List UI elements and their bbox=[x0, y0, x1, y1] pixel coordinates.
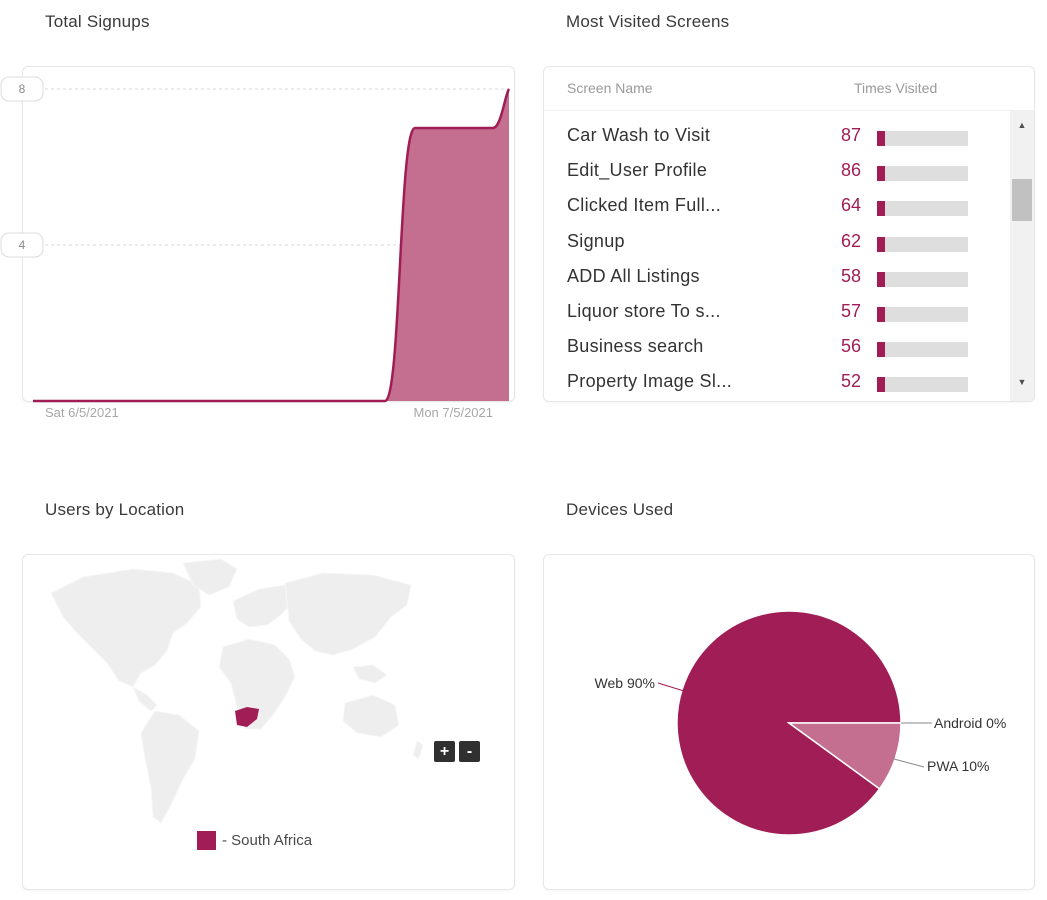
table-row[interactable]: Clicked Item Full... 64 bbox=[544, 189, 1009, 224]
x-tick-label: Mon 7/5/2021 bbox=[413, 405, 493, 420]
visit-bar-track bbox=[877, 236, 968, 252]
visit-count: 62 bbox=[840, 230, 861, 251]
visit-bar-fill bbox=[877, 307, 885, 322]
visit-count: 56 bbox=[840, 336, 861, 357]
table-row[interactable]: Car Wash to Visit 87 bbox=[544, 119, 1009, 154]
pie-leader-line bbox=[657, 682, 685, 692]
location-map-card: + - - South Africa bbox=[22, 554, 515, 890]
column-header-times-visited[interactable]: Times Visited bbox=[854, 80, 938, 96]
visit-bar-fill bbox=[877, 236, 885, 252]
visit-count: 57 bbox=[840, 301, 861, 321]
scroll-down-arrow-icon[interactable]: ▼ bbox=[1017, 377, 1027, 387]
y-tick-label: 4 bbox=[19, 238, 26, 252]
screens-title: Most Visited Screens bbox=[566, 12, 730, 31]
visit-bar-fill bbox=[877, 201, 885, 217]
visit-bar-fill bbox=[877, 342, 885, 358]
visit-bar-track bbox=[877, 377, 968, 393]
signups-title: Total Signups bbox=[45, 12, 150, 31]
pie-label-android: Android 0% bbox=[934, 715, 1006, 731]
column-header-screen-name[interactable]: Screen Name bbox=[567, 80, 653, 96]
screen-name: Liquor store To s... bbox=[567, 301, 721, 321]
visit-bar-fill bbox=[877, 377, 885, 393]
pie-leader-line bbox=[893, 758, 925, 768]
zoom-in-button[interactable]: + bbox=[434, 741, 455, 762]
x-tick-label: Sat 6/5/2021 bbox=[45, 405, 119, 420]
map-region-australia[interactable] bbox=[342, 694, 400, 738]
signups-line bbox=[33, 88, 511, 403]
devices-pie-chart: Web 90% PWA 10% Android 0% bbox=[595, 610, 1006, 836]
visit-bar-fill bbox=[877, 131, 885, 146]
map-region-new-zealand[interactable] bbox=[412, 740, 424, 760]
scroll-thumb[interactable] bbox=[1012, 179, 1032, 221]
table-scrollbar[interactable]: ▲ ▼ bbox=[1010, 111, 1034, 401]
screen-name: Edit_User Profile bbox=[567, 160, 708, 181]
y-tick-box bbox=[0, 232, 44, 258]
visit-bar-track bbox=[877, 342, 968, 358]
y-tick-box bbox=[0, 76, 44, 102]
table-row[interactable]: Edit_User Profile 86 bbox=[544, 154, 1009, 189]
signups-chart-card: 8 4 Sat 6/5/2021 Mon 7/5/2021 bbox=[0, 66, 515, 420]
table-row[interactable]: Signup 62 bbox=[544, 225, 1009, 260]
map-region-south-america[interactable] bbox=[140, 710, 200, 824]
y-tick-label: 8 bbox=[19, 82, 26, 96]
map-region-greenland[interactable] bbox=[182, 558, 238, 596]
map-region-asia[interactable] bbox=[284, 572, 412, 656]
visit-count: 58 bbox=[840, 265, 861, 286]
scroll-up-arrow-icon[interactable]: ▲ bbox=[1017, 120, 1027, 130]
visit-bar-track bbox=[877, 131, 968, 146]
visit-bar-fill bbox=[877, 166, 885, 182]
table-row[interactable]: Liquor store To s... 57 bbox=[544, 295, 1009, 330]
screen-name: Clicked Item Full... bbox=[567, 195, 722, 216]
screen-name: Property Image Sl... bbox=[567, 371, 733, 392]
visit-count: 87 bbox=[840, 125, 861, 145]
map-region-central-america[interactable] bbox=[131, 685, 158, 712]
map-region-north-america[interactable] bbox=[50, 568, 202, 688]
screens-table-card: Screen Name Times Visited Car Wash to Vi… bbox=[543, 66, 1035, 402]
table-row[interactable]: Business search 56 bbox=[544, 330, 1009, 365]
legend-label: - South Africa bbox=[222, 832, 313, 849]
table-header: Screen Name Times Visited bbox=[544, 67, 1034, 111]
devices-chart-card: Web 90% PWA 10% Android 0% bbox=[543, 554, 1035, 890]
screen-name: Signup bbox=[567, 230, 625, 251]
y-tick: 4 bbox=[0, 232, 44, 258]
y-tick: 8 bbox=[0, 76, 44, 102]
screen-name: Business search bbox=[567, 336, 704, 357]
visit-bar-track bbox=[877, 307, 968, 322]
table-row[interactable]: Property Image Sl... 52 bbox=[544, 365, 1009, 400]
visit-bar-track bbox=[877, 271, 968, 287]
visit-count: 64 bbox=[840, 195, 861, 216]
pie-label-pwa: PWA 10% bbox=[927, 758, 990, 774]
visit-count: 52 bbox=[840, 371, 861, 392]
signups-area bbox=[33, 89, 509, 401]
pie-label-web: Web 90% bbox=[595, 675, 655, 691]
visit-bar-track bbox=[877, 166, 968, 182]
pie-slice-pwa[interactable] bbox=[786, 722, 902, 790]
visit-bar-track bbox=[877, 201, 968, 217]
location-title: Users by Location bbox=[45, 500, 185, 519]
visit-count: 86 bbox=[840, 160, 861, 181]
legend-swatch bbox=[197, 831, 216, 850]
screen-name: Car Wash to Visit bbox=[567, 125, 711, 145]
zoom-out-button[interactable]: - bbox=[459, 741, 480, 762]
signups-chart: 8 4 Sat 6/5/2021 Mon 7/5/2021 bbox=[0, 76, 511, 420]
map-region-africa[interactable] bbox=[218, 638, 296, 730]
table-row[interactable]: ADD All Listings 58 bbox=[544, 260, 1009, 295]
screen-name: ADD All Listings bbox=[567, 265, 700, 286]
visit-bar-fill bbox=[877, 271, 885, 287]
devices-title: Devices Used bbox=[566, 500, 674, 519]
map-region-europe[interactable] bbox=[232, 584, 294, 628]
world-map[interactable] bbox=[23, 555, 516, 891]
map-region-southeast-asia[interactable] bbox=[352, 664, 388, 684]
map-region-south-africa[interactable] bbox=[235, 707, 259, 727]
